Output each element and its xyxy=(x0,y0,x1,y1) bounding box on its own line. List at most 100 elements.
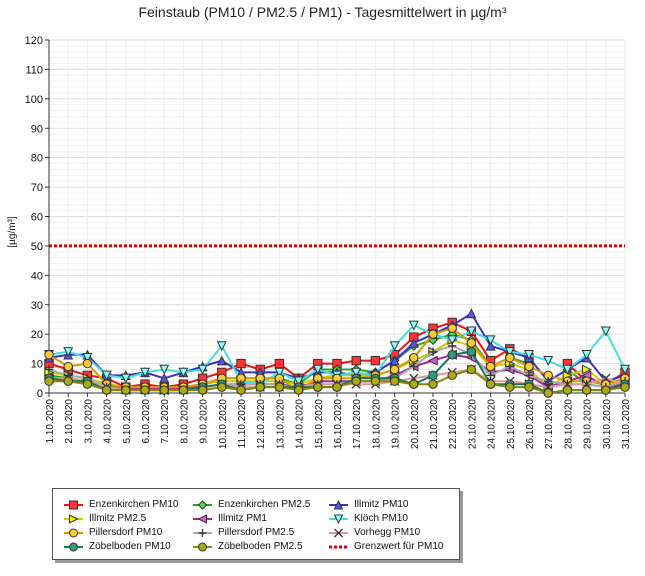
x-tick-label: 2.10.2020 xyxy=(64,399,75,444)
data-point xyxy=(486,371,495,380)
data-point xyxy=(63,376,73,386)
legend-label: Zöbelboden PM10 xyxy=(89,541,171,552)
data-point xyxy=(523,350,535,361)
legend-label: Pillersdorf PM10 xyxy=(89,527,163,538)
legend-marker xyxy=(69,500,78,510)
x-tick-label: 18.10.2020 xyxy=(371,399,382,449)
x-tick-label: 19.10.2020 xyxy=(391,399,402,449)
data-point xyxy=(82,358,93,369)
y-axis-ticks: 0 10 20 30 40 50 60 70 80 90 100 110 120 xyxy=(25,35,49,400)
x-tick-label: 26.10.2020 xyxy=(525,399,536,449)
x-tick-label: 29.10.2020 xyxy=(583,399,594,449)
x-tick-label: 3.10.2020 xyxy=(83,399,94,444)
legend-marker xyxy=(197,514,207,524)
data-point xyxy=(274,367,285,378)
y-tick-label: 100 xyxy=(25,94,43,106)
data-point xyxy=(197,385,208,395)
series-group xyxy=(43,308,631,398)
legend-label: Klöch PM10 xyxy=(354,513,408,524)
data-point xyxy=(313,382,323,392)
legend-marker xyxy=(333,514,344,525)
data-point xyxy=(178,367,189,378)
legend-swatch xyxy=(329,514,348,525)
legend-label: Grenzwert für PM10 xyxy=(354,541,444,552)
x-tick-label: 6.10.2020 xyxy=(141,399,152,444)
series-z-belboden-pm2-5 xyxy=(44,364,630,398)
data-point xyxy=(332,382,342,392)
x-tick-label: 17.10.2020 xyxy=(352,399,363,449)
data-point xyxy=(255,382,265,392)
data-point xyxy=(562,385,573,395)
y-tick-label: 80 xyxy=(31,153,43,165)
x-tick-label: 8.10.2020 xyxy=(179,399,190,444)
data-point xyxy=(159,385,169,395)
grid xyxy=(48,39,626,394)
data-point xyxy=(601,373,611,383)
data-point xyxy=(82,353,93,364)
legend-label: Illmitz PM2.5 xyxy=(89,513,147,524)
x-tick-label: 30.10.2020 xyxy=(602,399,613,449)
data-point xyxy=(524,361,534,372)
data-point xyxy=(428,379,438,389)
data-point xyxy=(524,371,534,380)
data-point xyxy=(447,370,457,381)
chart-title: Feinstaub (PM10 / PM2.5 / PM1) - Tagesmi… xyxy=(138,4,507,20)
legend-swatch xyxy=(64,500,83,510)
data-point xyxy=(447,323,457,333)
legend-swatch xyxy=(193,529,212,537)
data-point xyxy=(101,385,112,395)
legend-marker xyxy=(334,528,343,538)
data-point xyxy=(620,382,630,392)
y-tick-label: 120 xyxy=(25,35,43,47)
y-tick-label: 40 xyxy=(31,270,43,282)
y-tick-label: 70 xyxy=(31,182,43,194)
data-point xyxy=(544,377,553,386)
x-tick-label: 9.10.2020 xyxy=(199,399,210,444)
x-tick-label: 1.10.2020 xyxy=(45,399,56,444)
data-point xyxy=(44,376,54,386)
x-tick-label: 22.10.2020 xyxy=(448,399,459,449)
data-point xyxy=(101,370,112,381)
data-point xyxy=(581,350,592,361)
data-point xyxy=(82,379,93,389)
x-tick-label: 7.10.2020 xyxy=(160,399,171,444)
data-point xyxy=(581,385,592,395)
data-point xyxy=(121,385,131,395)
data-point xyxy=(63,347,74,358)
data-point xyxy=(466,347,477,357)
legend-swatch xyxy=(329,545,348,549)
data-point xyxy=(505,353,515,363)
data-point xyxy=(428,370,438,381)
chart-area: 0 10 20 30 40 50 60 70 80 90 100 110 120 1.10.2020 2.… xyxy=(7,35,632,449)
data-point xyxy=(485,379,496,389)
x-tick-label: 20.10.2020 xyxy=(410,399,421,449)
y-tick-label: 90 xyxy=(31,123,43,135)
x-tick-label: 21.10.2020 xyxy=(429,399,440,449)
legend-swatch xyxy=(64,542,83,552)
data-point xyxy=(236,358,246,369)
x-tick-label: 12.10.2020 xyxy=(256,399,267,449)
data-point xyxy=(408,337,419,348)
data-point xyxy=(139,367,151,378)
legend-label: Illmitz PM10 xyxy=(354,499,409,510)
legend-label: Vorhegg PM10 xyxy=(354,527,421,538)
legend-swatch xyxy=(329,528,348,538)
legend-label: Pillersdorf PM2.5 xyxy=(218,527,295,538)
data-point xyxy=(485,335,496,346)
y-tick-label: 50 xyxy=(31,241,43,253)
data-point xyxy=(524,382,534,392)
x-tick-label: 11.10.2020 xyxy=(237,399,248,449)
legend: Enzenkirchen PM10 Enzenkirchen PM2.5 Illmi… xyxy=(52,488,460,560)
data-point xyxy=(389,341,400,352)
legend-marker xyxy=(69,528,78,538)
x-tick-label: 5.10.2020 xyxy=(122,399,133,444)
data-point xyxy=(370,355,381,366)
x-tick-label: 25.10.2020 xyxy=(506,399,517,449)
data-point xyxy=(389,376,400,386)
data-point xyxy=(428,347,438,357)
y-tick-label: 30 xyxy=(31,300,43,312)
data-point xyxy=(370,376,381,386)
legend-label: Zöbelboden PM2.5 xyxy=(218,541,303,552)
data-point xyxy=(504,347,515,358)
legend-label: Enzenkirchen PM2.5 xyxy=(218,499,311,510)
